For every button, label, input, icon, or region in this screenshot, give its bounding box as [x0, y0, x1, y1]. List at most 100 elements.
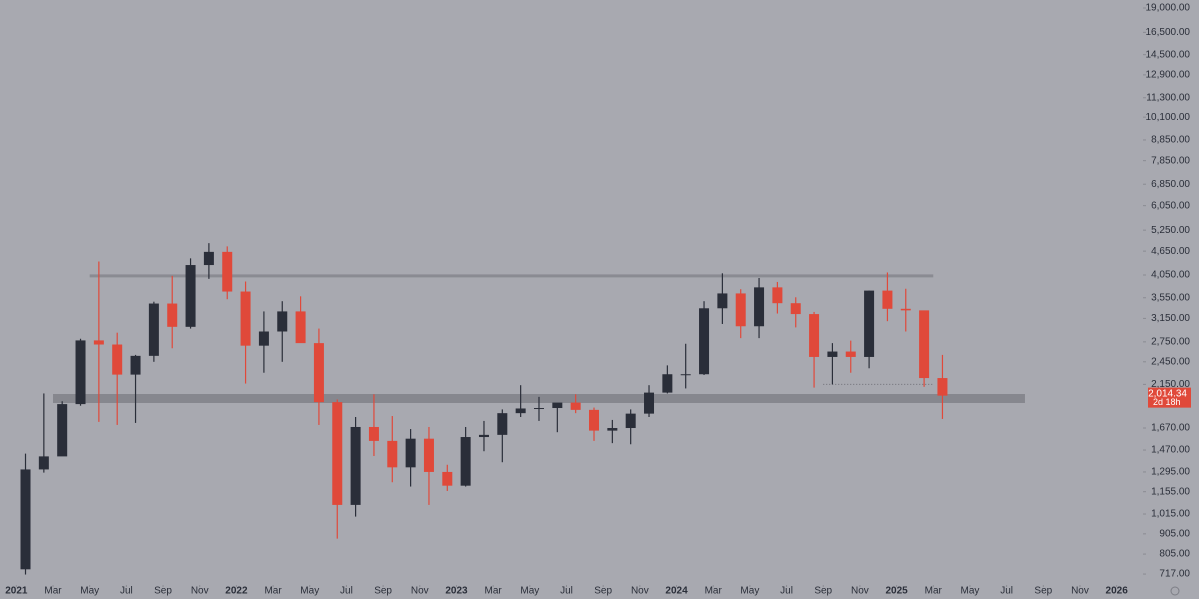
y-tick-label: 1,295.00	[1151, 467, 1190, 478]
candle-body	[332, 402, 343, 505]
x-tick-label: May	[80, 586, 99, 597]
candle-body	[790, 303, 801, 315]
y-tick-label: 2,150.00	[1151, 379, 1190, 390]
x-tick-label: Sep	[814, 586, 832, 597]
candle-body	[460, 437, 471, 486]
x-tick-label: 2021	[5, 586, 28, 597]
x-tick-label: Sep	[154, 586, 172, 597]
candle-body	[203, 251, 214, 266]
candle-body	[845, 351, 856, 357]
countdown-label: 2d 18h	[1153, 397, 1181, 407]
x-tick-label: 2023	[445, 586, 468, 597]
candle-body	[148, 303, 159, 356]
candle-body	[533, 408, 544, 410]
candle-body	[295, 311, 306, 344]
x-tick-label: Nov	[851, 586, 869, 597]
candle-body	[368, 426, 379, 441]
candle-body	[222, 251, 233, 292]
y-tick-label: 16,500.00	[1146, 27, 1191, 38]
last-price-box	[1148, 387, 1191, 408]
y-tick-label: 805.00	[1159, 549, 1190, 560]
candle-body	[277, 311, 288, 332]
candle-body	[919, 310, 930, 379]
candle-body	[57, 404, 68, 457]
candle-body	[717, 293, 728, 309]
x-tick-label: Sep	[594, 586, 612, 597]
y-tick-label: 2,750.00	[1151, 336, 1190, 347]
y-tick-label: 717.00	[1159, 569, 1190, 580]
x-tick-label: Nov	[191, 586, 209, 597]
x-tick-label: Mar	[925, 586, 943, 597]
candle-body	[112, 344, 123, 375]
candle-body	[497, 413, 508, 435]
candle-body	[900, 308, 911, 311]
candle-body	[644, 392, 655, 414]
x-tick-label: 2026	[1106, 586, 1129, 597]
candle-body	[478, 434, 489, 438]
last-price-label: 2,014.34	[1148, 388, 1187, 399]
x-tick-label: Mar	[485, 586, 503, 597]
x-tick-label: Jul	[560, 586, 573, 597]
candle-body	[809, 314, 820, 357]
x-tick-label: Sep	[374, 586, 392, 597]
y-tick-label: 905.00	[1159, 528, 1190, 539]
y-tick-label: 10,100.00	[1146, 112, 1191, 123]
x-tick-label: 2025	[885, 586, 908, 597]
candle-body	[313, 343, 324, 403]
x-tick-label: 2024	[665, 586, 688, 597]
x-tick-label: May	[520, 586, 539, 597]
candle-body	[20, 469, 31, 570]
x-tick-label: Nov	[411, 586, 429, 597]
candle-body	[570, 402, 581, 410]
candle-body	[864, 290, 875, 357]
y-tick-label: 1,155.00	[1151, 486, 1190, 497]
y-tick-label: 14,500.00	[1146, 49, 1191, 60]
x-tick-label: Nov	[1071, 586, 1089, 597]
x-tick-label: Jul	[1000, 586, 1013, 597]
candle-body	[937, 378, 948, 396]
y-tick-label: 5,250.00	[1151, 225, 1190, 236]
x-tick-label: Nov	[631, 586, 649, 597]
candle-body	[515, 408, 526, 414]
y-tick-label: 3,550.00	[1151, 292, 1190, 303]
y-tick-label: 7,850.00	[1151, 155, 1190, 166]
candle-body	[167, 303, 178, 327]
candle-body	[75, 340, 86, 405]
x-tick-label: May	[740, 586, 759, 597]
y-tick-label: 3,150.00	[1151, 313, 1190, 324]
candle-body	[423, 438, 434, 472]
y-tick-label: 4,650.00	[1151, 246, 1190, 257]
candle-body	[130, 355, 141, 375]
candle-body	[754, 287, 765, 327]
x-tick-label: 2022	[225, 586, 248, 597]
candle-body	[589, 409, 600, 431]
y-tick-label: 12,900.00	[1146, 70, 1191, 81]
x-tick-label: May	[960, 586, 979, 597]
x-tick-label: Mar	[264, 586, 282, 597]
y-tick-label: 6,850.00	[1151, 179, 1190, 190]
settings-icon[interactable]	[1170, 586, 1180, 596]
y-tick-label: 1,470.00	[1151, 445, 1190, 456]
y-tick-label: 11,300.00	[1146, 92, 1190, 103]
y-tick-label: 8,850.00	[1151, 135, 1190, 146]
candle-body	[258, 331, 269, 346]
candle-body	[38, 456, 49, 470]
x-tick-label: Sep	[1034, 586, 1052, 597]
candle-body	[93, 340, 104, 345]
y-tick-label: 19,000.00	[1146, 3, 1191, 14]
candle-body	[680, 374, 691, 376]
candle-body	[350, 426, 361, 505]
candle-body	[442, 471, 453, 486]
candle-body	[240, 291, 251, 346]
candle-body	[387, 440, 398, 468]
x-tick-label: Jul	[120, 586, 133, 597]
candle-body	[625, 413, 636, 429]
candle-body	[607, 428, 618, 431]
y-tick-label: 6,050.00	[1151, 200, 1190, 211]
y-tick-label: 1,015.00	[1151, 509, 1190, 520]
x-tick-label: Mar	[705, 586, 723, 597]
candle-body	[735, 293, 746, 327]
candle-body	[185, 265, 196, 327]
